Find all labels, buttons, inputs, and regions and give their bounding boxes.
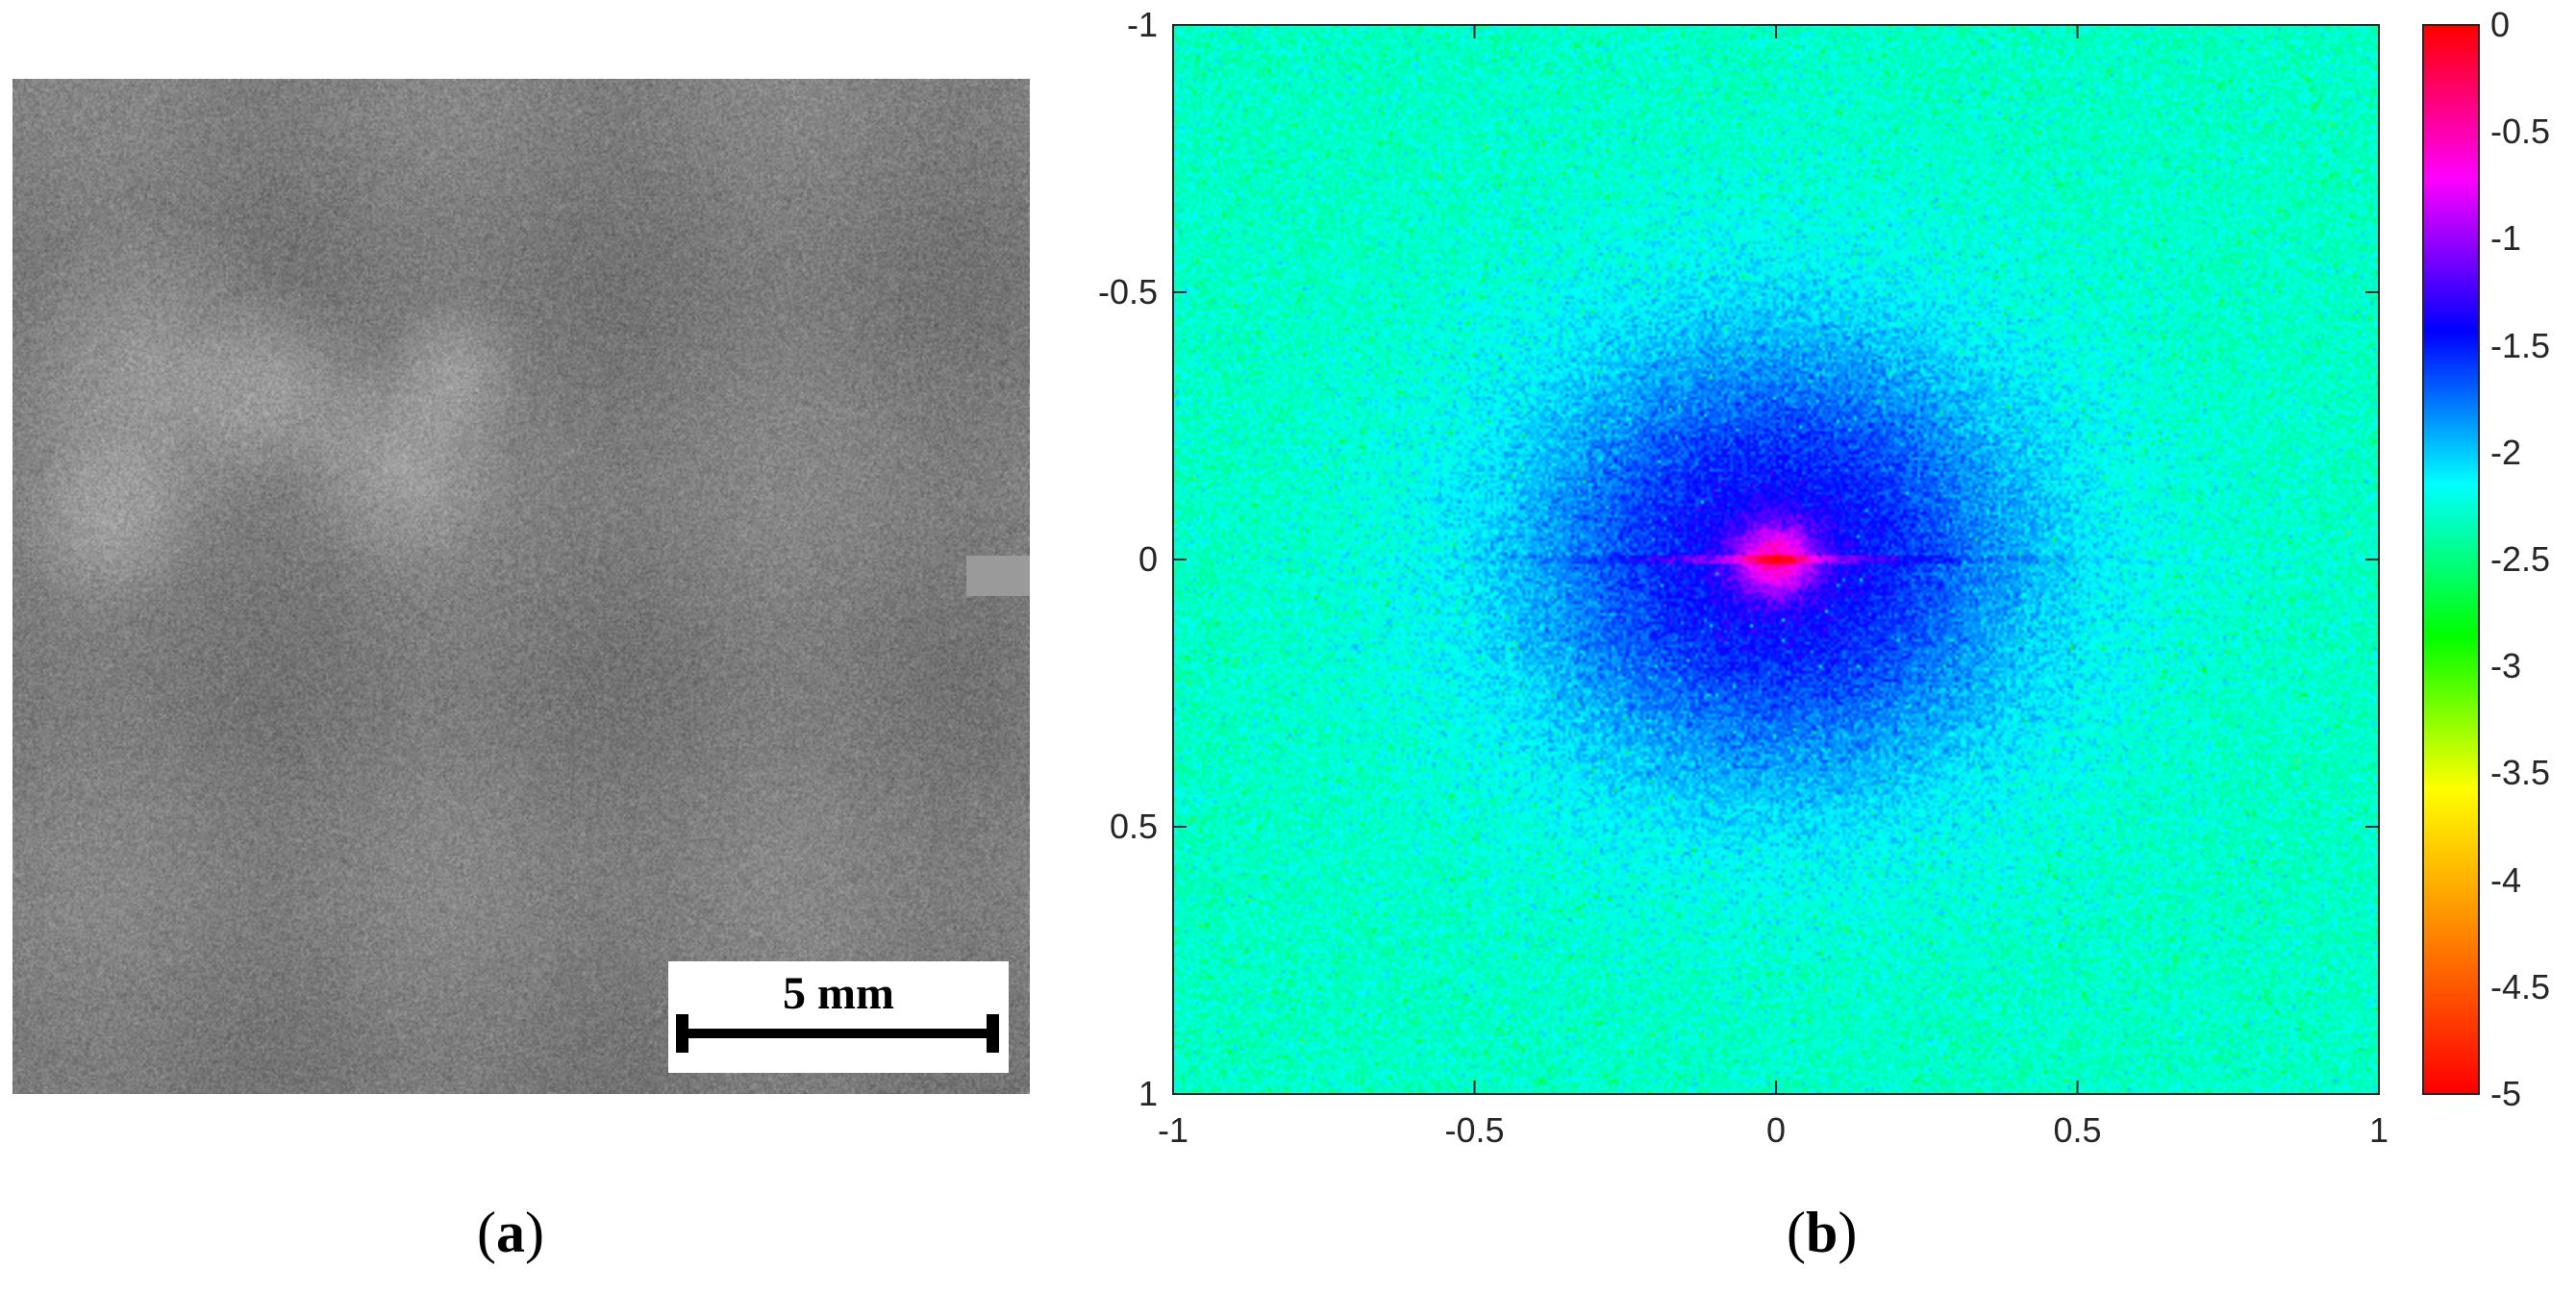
scale-bar-line [681,1029,994,1038]
heatmap-plot [1173,25,2379,1094]
scale-bar-box: 5 mm [668,961,1009,1073]
colorbar-tick-label: -4.5 [2490,966,2551,1007]
colorbar-tick-label: -3 [2490,646,2522,686]
panel-label-b-open: ( [1787,1201,1806,1264]
colorbar-tick-label: -0.5 [2490,112,2551,152]
colorbar [2423,25,2479,1094]
colorbar-tick-label: -3.5 [2490,753,2551,793]
colorbar-tick-label: 0 [2490,5,2511,44]
colorbar-tick-label: -1 [2490,218,2522,259]
x-tick-label: 1 [2369,1110,2389,1150]
micrograph-image [13,79,1030,1094]
y-tick-label: -1 [1127,5,1159,44]
x-tick-label: 0.5 [2053,1110,2102,1150]
panel-label-a-letter: a [495,1201,525,1264]
panel-label-b-letter: b [1805,1201,1838,1264]
panel-label-a-open: ( [477,1201,496,1264]
x-tick-label: -0.5 [1444,1110,1505,1150]
colorbar-tick-label: -2 [2490,432,2522,472]
panel-label-b-close: ) [1838,1201,1858,1264]
colorbar-tick-label: -4 [2490,859,2522,900]
colorbar-tick-label: -1.5 [2490,325,2551,365]
x-tick-label: 0 [1766,1110,1787,1150]
scale-bar-cap-left [676,1014,688,1053]
y-tick-label: 1 [1138,1074,1159,1113]
panel-label-a-close: ) [524,1201,544,1264]
colorbar-tick-label: -5 [2490,1074,2522,1113]
scale-bar-label: 5 mm [783,968,894,1019]
y-tick-label: -0.5 [1098,272,1159,311]
y-tick-label: 0 [1138,539,1159,579]
edge-marker [966,556,1030,596]
colorbar-tick-label: -2.5 [2490,539,2551,579]
y-tick-label: 0.5 [1110,807,1159,846]
scale-bar-cap-right [987,1014,999,1053]
panel-label-a: (a) [477,1204,544,1261]
x-tick-label: -1 [1158,1110,1189,1150]
panel-label-b: (b) [1787,1204,1857,1261]
